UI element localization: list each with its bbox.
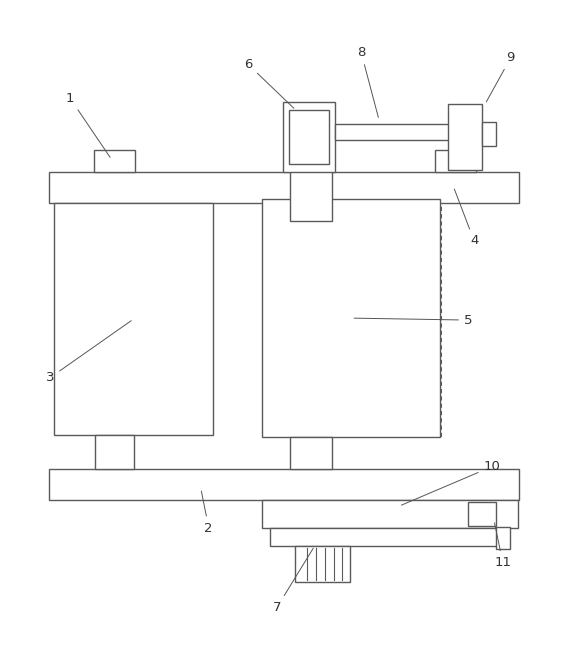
Bar [262, 500, 517, 528]
Bar [283, 102, 335, 171]
Text: 9: 9 [486, 51, 515, 102]
Bar [289, 110, 328, 164]
Bar [295, 546, 350, 581]
Text: 5: 5 [354, 313, 473, 327]
Bar [448, 104, 482, 170]
Bar [496, 527, 509, 549]
Bar [95, 435, 135, 468]
Bar [55, 203, 212, 435]
Text: 11: 11 [494, 523, 511, 569]
Text: 3: 3 [46, 321, 131, 384]
Text: 6: 6 [244, 58, 294, 108]
Text: 8: 8 [357, 46, 378, 118]
Bar [49, 171, 519, 203]
Text: 10: 10 [402, 460, 500, 505]
Bar [335, 124, 488, 140]
Text: 7: 7 [273, 548, 313, 614]
Bar [290, 150, 332, 221]
Text: 1: 1 [66, 92, 110, 158]
Bar [468, 503, 496, 526]
Text: 2: 2 [202, 491, 213, 535]
Text: 4: 4 [454, 189, 478, 248]
Bar [435, 150, 476, 171]
Bar [270, 528, 508, 546]
Bar [262, 199, 440, 437]
Bar [94, 150, 135, 171]
Bar [482, 122, 496, 146]
Bar [290, 437, 332, 468]
Bar [49, 468, 519, 500]
